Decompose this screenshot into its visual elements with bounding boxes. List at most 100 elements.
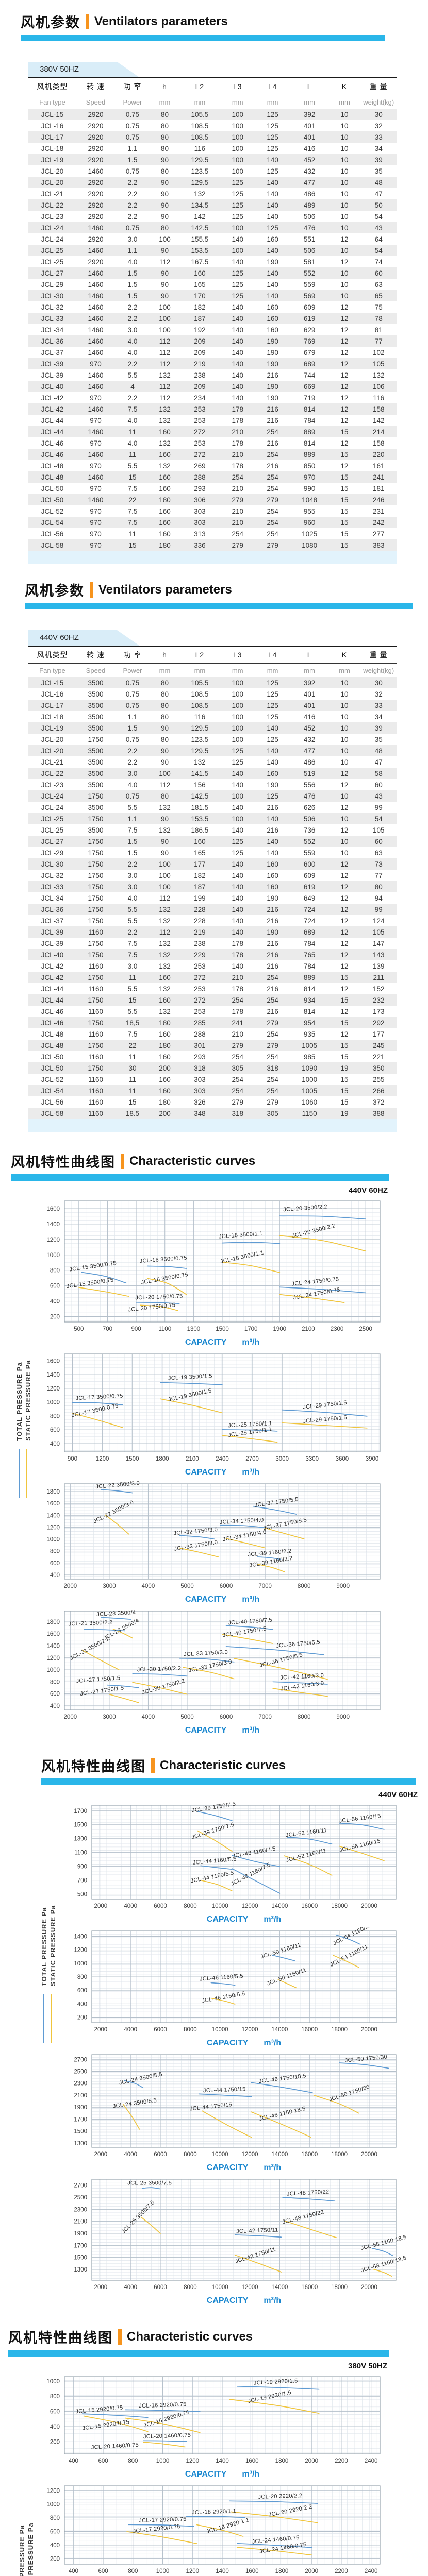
table-cell: 210 — [232, 450, 243, 459]
y-tick-label: 2700 — [74, 2057, 87, 2063]
table-cell: 210 — [232, 428, 243, 436]
table-cell: JCL-54 — [41, 1087, 64, 1095]
y-tick-label: 1200 — [46, 1237, 60, 1243]
table-cell: 266 — [372, 1087, 385, 1095]
characteristic-chart: 1700 1500 1300 1100 900 700 500 2000 4000 6000 800… — [0, 1801, 428, 1925]
static-pressure-curve — [147, 1278, 187, 1295]
table-cell: 125 — [232, 292, 243, 300]
y-tick-label: 1000 — [46, 1400, 60, 1406]
y-tick-label: 1000 — [46, 1537, 60, 1543]
x-tick-label: 5000 — [180, 1714, 194, 1720]
table-cell: 253 — [194, 962, 206, 970]
x-tick-label: 12000 — [242, 1903, 258, 1909]
table-cell: 30 — [128, 1064, 137, 1072]
table-cell: 1750 — [88, 792, 104, 800]
table-cell: 10 — [340, 190, 349, 198]
table-cell: h — [150, 77, 180, 95]
x-tick-label: 9000 — [336, 1714, 350, 1720]
x-tick-label: 400 — [69, 2568, 78, 2574]
section-curves-440v-1: 风机特性曲线图 Characteristic curves 440V 60HZ … — [0, 1140, 428, 1736]
table-row: JCL-40 1460 4 112 209 140 190 669 12 106 — [28, 381, 397, 392]
table-cell: 489 — [303, 201, 316, 209]
table-row: JCL-48 970 5.5 132 269 178 216 850 12 161 — [28, 460, 397, 471]
total-pressure-curve — [371, 2248, 394, 2257]
table-row: JCL-50 970 7.5 160 293 210 254 990 15 181 — [28, 483, 397, 494]
table-cell: 125 — [267, 679, 278, 687]
characteristic-chart: 2700 2500 2300 2100 1900 1700 1500 1300 2000 4000… — [0, 2175, 428, 2306]
table-cell: 140 — [232, 894, 243, 902]
total-pressure-curve — [83, 1629, 125, 1632]
static-pressure-curve — [122, 2104, 140, 2130]
table-cell: 255 — [372, 1075, 385, 1083]
table-cell: 190 — [267, 894, 278, 902]
y-tick-label: 200 — [50, 2556, 60, 2562]
table-cell: 142 — [194, 212, 206, 221]
table-cell: 140 — [267, 212, 278, 221]
total-pressure-curve — [232, 1868, 281, 1894]
table-cell: 80 — [161, 701, 169, 709]
table-cell: 90 — [161, 156, 169, 164]
table-cell: 253 — [194, 1007, 206, 1015]
table-row: JCL-44 1750 15 160 272 254 254 934 15 232 — [28, 994, 397, 1006]
table-cell: 140 — [232, 382, 243, 391]
x-tick-label: 1400 — [216, 2568, 229, 2574]
curve-chart-svg: 1800 1600 1400 1200 1000 800 600 400 2000 3000 400… — [46, 1480, 381, 1604]
table-row: JCL-44 1160 5.5 132 253 178 216 814 12 152 — [28, 983, 397, 994]
table-cell: 142.5 — [191, 792, 209, 800]
total-pressure-curve — [200, 1865, 233, 1870]
static-pressure-curve — [78, 1287, 130, 1297]
curve-label: JCL-46 1750/18.5 — [258, 2073, 306, 2084]
table-cell: 112 — [159, 928, 171, 936]
table-cell: 293 — [194, 484, 206, 493]
table-cell: 187 — [194, 314, 206, 323]
table-cell: 39 — [374, 724, 383, 732]
table-cell: JCL-50 — [41, 1064, 64, 1072]
table-cell: mm — [159, 98, 171, 106]
table-cell: 253 — [194, 439, 206, 447]
table-cell: weight(kg) — [363, 666, 394, 674]
table-cell: 12 — [340, 871, 349, 879]
static-pressure-curve — [183, 1667, 235, 1680]
total-pressure-curve — [237, 2543, 312, 2548]
y-tick-label: 1600 — [46, 1206, 60, 1212]
static-pressure-curve — [72, 1413, 123, 1428]
table-cell: 160 — [159, 518, 171, 527]
table-cell: 47 — [374, 190, 383, 198]
static-pressure-line — [51, 1994, 52, 2043]
static-pressure-curve — [140, 1304, 178, 1311]
characteristic-chart: 1800 1600 1400 1200 1000 800 600 400 2000 3000 400… — [0, 1480, 428, 1605]
table-cell: 216 — [267, 951, 278, 959]
table-cell: JCL-58 — [41, 1109, 64, 1117]
table-cell: 22 — [128, 1041, 137, 1049]
x-tick-label: 2700 — [245, 1456, 259, 1462]
y-tick-label: 600 — [50, 1283, 60, 1290]
total-pressure-label: TOTAL PRESSURE Pa — [18, 2524, 26, 2576]
table-cell: 2.2 — [127, 747, 138, 755]
table-cell: 5.5 — [127, 803, 138, 811]
table-cell: 160 — [159, 1053, 171, 1061]
table-cell: 100 — [232, 724, 243, 732]
table-cell: 3500 — [88, 747, 104, 755]
table-cell: 600 — [303, 860, 316, 868]
table-cell: 142 — [372, 416, 385, 425]
table-cell: 1750 — [88, 905, 104, 913]
curve-chart-svg: 1700 1500 1300 1100 900 700 500 2000 4000 6000 800… — [74, 1801, 397, 1924]
table-cell: 3500 — [88, 826, 104, 834]
section-title: 风机特性曲线图 Characteristic curves — [8, 2315, 428, 2347]
table-cell: 11 — [128, 973, 136, 981]
table-cell: 5.5 — [127, 462, 138, 470]
table-cell: 272 — [194, 428, 206, 436]
table-cell: 3.0 — [127, 235, 138, 243]
table-cell: 140 — [267, 280, 278, 289]
x-tick-label: 6000 — [154, 2027, 167, 2033]
table-cell: 277 — [372, 530, 385, 538]
table-cell: 4.0 — [127, 258, 138, 266]
table-cell: L3 — [220, 77, 255, 95]
accent-bar — [121, 1153, 124, 1169]
table-cell: 416 — [303, 713, 316, 721]
static-pressure-curve — [231, 2511, 318, 2523]
curve-label: JCL-52 1160/11 — [285, 1827, 327, 1839]
table-cell: 140 — [232, 905, 243, 913]
curve-chart-svg: 1200 1000 800 600 400 200 400 600 800 1000 1200 140… — [46, 2485, 381, 2574]
curve-label: JCL-42 1750/11 — [236, 2227, 278, 2234]
